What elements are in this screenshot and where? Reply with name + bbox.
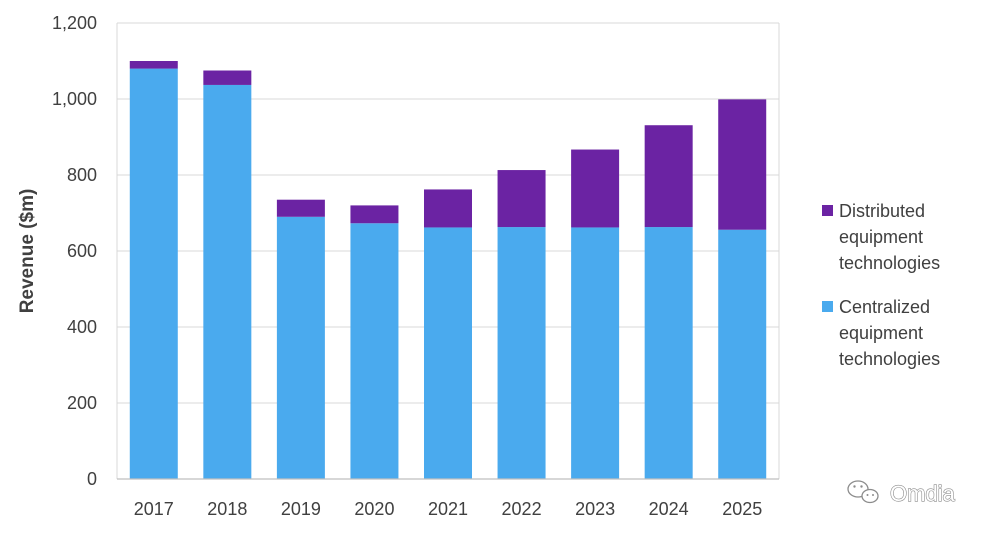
bar-centralized	[203, 84, 252, 479]
legend-label-line: equipment	[839, 323, 923, 343]
bar-distributed	[571, 149, 620, 228]
bar-centralized	[424, 227, 472, 479]
y-tick-label: 400	[67, 317, 97, 337]
legend: DistributedequipmenttechnologiesCentrali…	[822, 201, 940, 369]
y-axis-title: Revenue ($m)	[17, 189, 38, 314]
x-tick-label: 2020	[354, 499, 394, 519]
x-tick-label: 2018	[207, 499, 247, 519]
y-axis-tick-labels: 0 200 400 600 800 1,000 1,200	[52, 13, 97, 489]
bar-distributed	[644, 125, 693, 228]
bar-distributed	[718, 99, 767, 230]
legend-swatch	[822, 301, 833, 312]
bar-centralized	[497, 227, 546, 479]
bar-centralized	[718, 229, 767, 479]
legend-label-line: technologies	[839, 253, 940, 273]
y-tick-label: 1,200	[52, 13, 97, 33]
y-tick-label: 600	[67, 241, 97, 261]
watermark-label: Omdia	[890, 481, 956, 506]
legend-swatch	[822, 205, 833, 216]
bar-distributed	[350, 205, 399, 224]
x-tick-label: 2017	[134, 499, 174, 519]
legend-item: Centralized equipment technologies	[822, 297, 940, 369]
legend-label-line: Centralized	[839, 297, 930, 317]
legend-item: Distributed equipment technologies	[822, 201, 940, 273]
bar-centralized	[350, 223, 399, 479]
x-axis-tick-labels: 2017 2018 2019 2020 2021 2022 2023 2024 2025	[134, 499, 762, 519]
x-tick-label: 2021	[428, 499, 468, 519]
omdia-watermark: Omdia	[847, 480, 956, 507]
bar-distributed	[276, 199, 325, 217]
y-tick-label: 800	[67, 165, 97, 185]
legend-label-line: Distributed	[839, 201, 925, 221]
bar-centralized	[276, 216, 325, 480]
legend-label-line: equipment	[839, 227, 923, 247]
bar-distributed	[497, 170, 546, 228]
bar-stacks	[129, 61, 767, 480]
bar-distributed	[203, 70, 252, 85]
wechat-icon	[847, 480, 879, 504]
x-tick-label: 2025	[722, 499, 762, 519]
y-tick-label: 1,000	[52, 89, 97, 109]
y-tick-label: 0	[87, 469, 97, 489]
x-tick-label: 2024	[649, 499, 689, 519]
legend-label-line: technologies	[839, 349, 940, 369]
x-tick-label: 2022	[502, 499, 542, 519]
bar-distributed	[129, 61, 178, 69]
bar-centralized	[129, 68, 178, 479]
y-tick-label: 200	[67, 393, 97, 413]
bar-distributed	[424, 189, 472, 228]
bar-centralized	[644, 227, 693, 479]
x-tick-label: 2023	[575, 499, 615, 519]
bar-centralized	[571, 227, 620, 479]
x-tick-label: 2019	[281, 499, 321, 519]
